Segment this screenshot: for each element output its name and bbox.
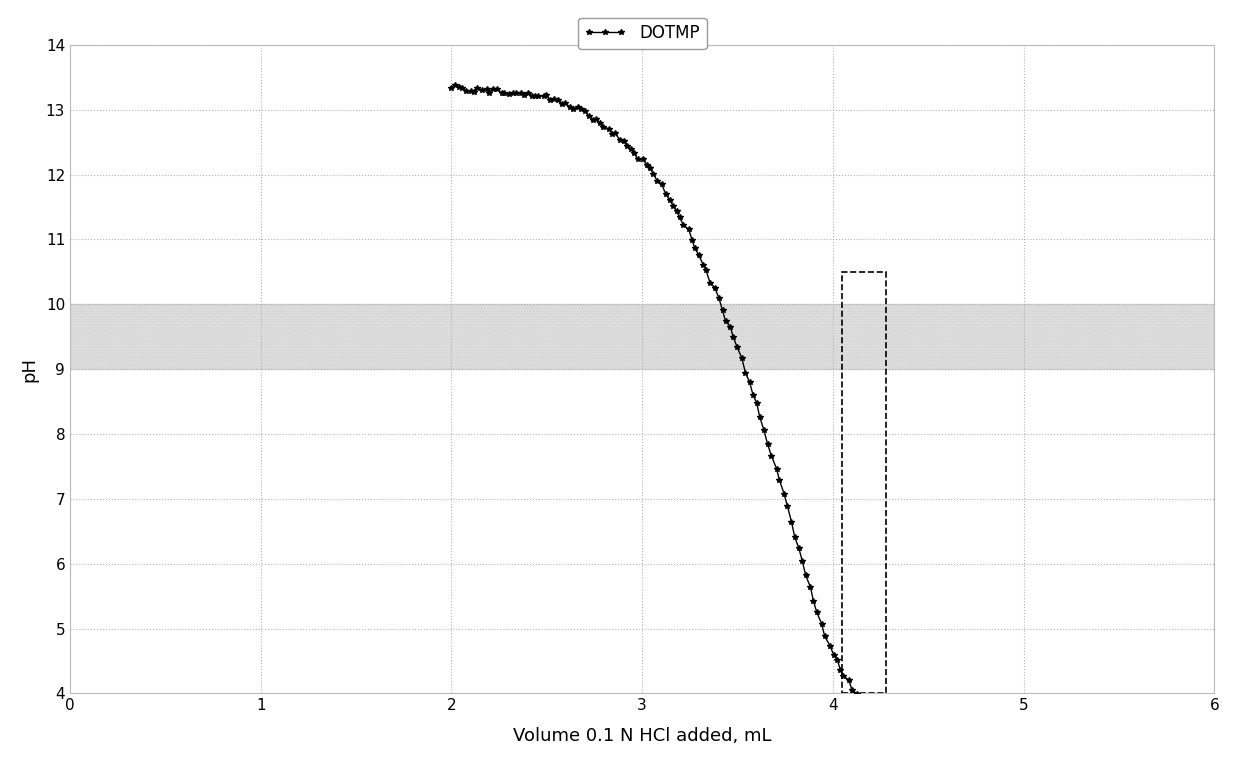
DOTMP — [451, 83, 466, 92]
DOTMP — [903, 718, 918, 727]
DOTMP — [914, 723, 929, 732]
DOTMP — [479, 85, 494, 94]
DOTMP — [955, 722, 970, 731]
DOTMP — [977, 723, 992, 732]
X-axis label: Volume 0.1 N HCl added, mL: Volume 0.1 N HCl added, mL — [513, 727, 771, 745]
Legend: DOTMP: DOTMP — [578, 18, 707, 49]
DOTMP — [448, 80, 463, 90]
DOTMP — [624, 145, 639, 154]
DOTMP — [444, 83, 459, 93]
Line: DOTMP: DOTMP — [448, 83, 988, 733]
Y-axis label: pH: pH — [21, 357, 38, 381]
Bar — [69, 304, 1214, 369]
Bar — [842, 272, 887, 693]
DOTMP — [971, 726, 986, 735]
